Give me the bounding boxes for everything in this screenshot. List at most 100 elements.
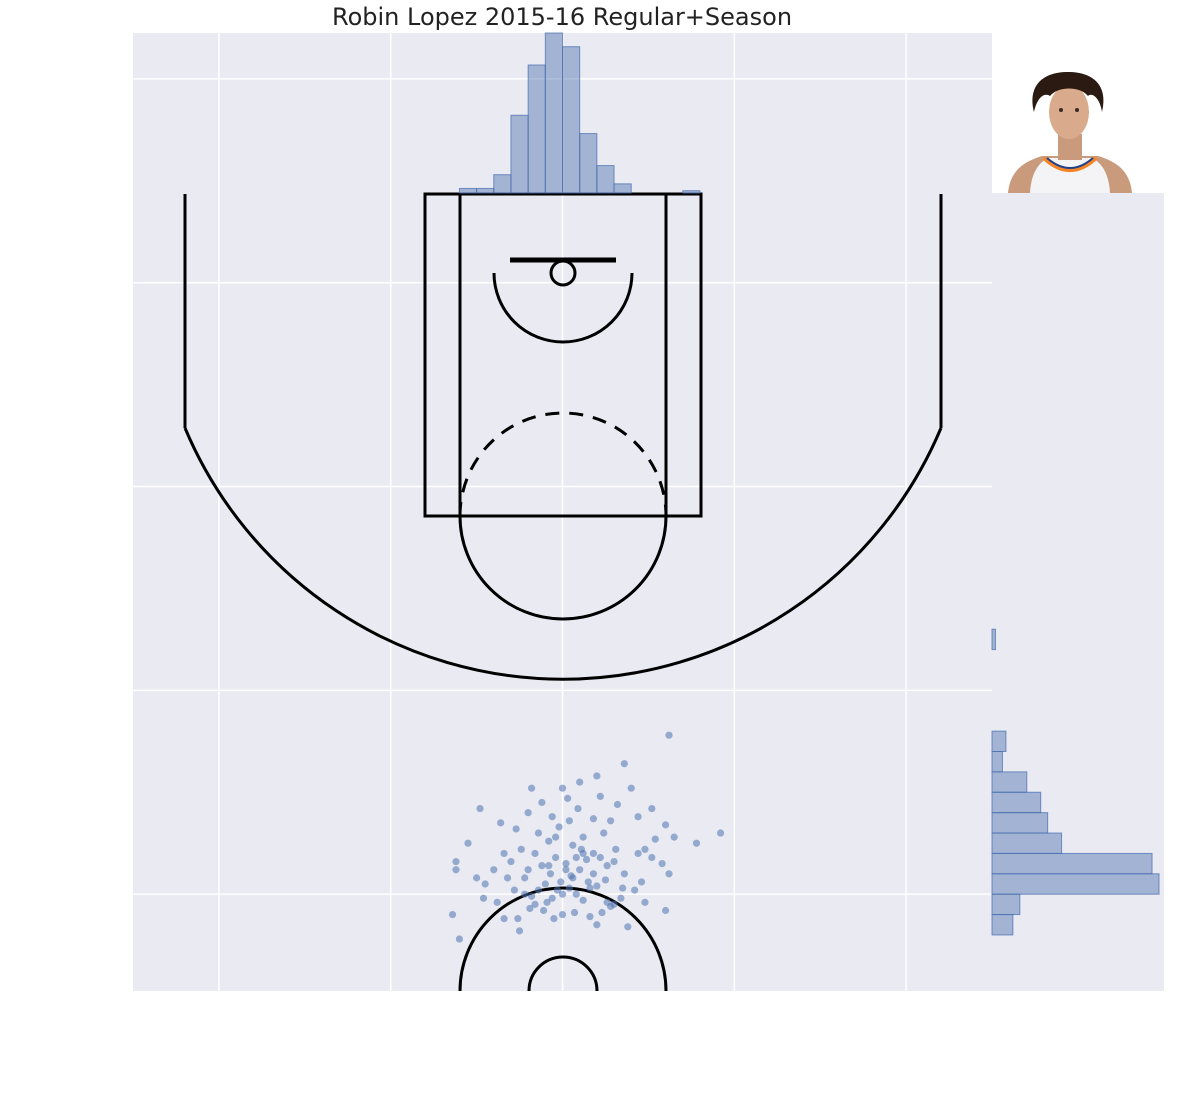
shot-point-86 bbox=[531, 900, 539, 908]
x-marginal-histogram bbox=[458, 32, 701, 194]
shot-point-42 bbox=[598, 908, 606, 917]
shot-point-91 bbox=[692, 839, 701, 847]
x-histogram-bar-4 bbox=[613, 183, 632, 194]
jersey-trim bbox=[1042, 156, 1098, 172]
inner-paint-box bbox=[458, 192, 668, 518]
shot-point-70 bbox=[527, 784, 536, 792]
shot-point-14 bbox=[576, 866, 584, 874]
shot-point-75 bbox=[596, 792, 604, 800]
shot-point-89 bbox=[607, 817, 615, 825]
shot-point-84 bbox=[543, 898, 551, 906]
y-marginal-histogram bbox=[991, 628, 1160, 936]
y-histogram-panel bbox=[991, 193, 1164, 991]
shot-point-107 bbox=[641, 845, 649, 853]
shot-point-39 bbox=[540, 906, 548, 915]
shot-point-7 bbox=[534, 886, 543, 894]
shot-points bbox=[448, 731, 725, 943]
shot-point-77 bbox=[661, 906, 670, 915]
shot-point-0 bbox=[558, 890, 567, 898]
shot-point-25 bbox=[531, 849, 539, 858]
x-histogram-bar-6 bbox=[579, 133, 598, 194]
shot-point-80 bbox=[624, 923, 632, 931]
y-histogram-bar-0 bbox=[991, 914, 1014, 936]
shot-point-63 bbox=[464, 839, 472, 847]
shot-point-92 bbox=[716, 829, 725, 837]
shot-point-93 bbox=[455, 935, 464, 943]
shot-point-67 bbox=[564, 794, 572, 802]
shot-point-110 bbox=[665, 731, 673, 739]
shot-point-36 bbox=[558, 910, 567, 919]
center-circle-inner bbox=[527, 955, 599, 992]
shot-point-21 bbox=[493, 898, 501, 906]
x-histogram-bar-10 bbox=[510, 114, 529, 194]
shot-point-3 bbox=[548, 894, 556, 902]
shot-point-54 bbox=[612, 845, 620, 853]
shot-point-46 bbox=[565, 817, 573, 825]
shot-point-103 bbox=[603, 898, 611, 906]
y-histogram-bar-7 bbox=[991, 771, 1028, 793]
shot-point-22 bbox=[562, 860, 570, 868]
shot-point-33 bbox=[545, 837, 553, 845]
shot-point-15 bbox=[538, 862, 546, 870]
shot-point-94 bbox=[452, 857, 460, 866]
y-histogram-bar-6 bbox=[991, 791, 1042, 814]
shot-point-96 bbox=[634, 849, 642, 858]
shot-point-76 bbox=[627, 784, 635, 792]
shot-point-8 bbox=[584, 878, 592, 886]
shot-point-48 bbox=[574, 804, 582, 813]
shot-point-45 bbox=[555, 823, 563, 831]
shot-point-38 bbox=[570, 908, 579, 917]
shot-point-27 bbox=[524, 866, 532, 874]
shot-point-40 bbox=[586, 913, 594, 921]
shot-point-60 bbox=[641, 898, 649, 906]
y-histogram-bar-1 bbox=[991, 893, 1021, 916]
player-headshot bbox=[1008, 72, 1132, 193]
shot-point-106 bbox=[479, 894, 488, 902]
shot-point-49 bbox=[538, 798, 546, 807]
shot-point-41 bbox=[526, 904, 534, 913]
shot-point-109 bbox=[620, 760, 628, 768]
three-point-arc bbox=[183, 427, 943, 681]
shot-point-56 bbox=[620, 870, 628, 878]
shot-point-83 bbox=[572, 853, 580, 862]
shot-point-43 bbox=[514, 915, 522, 923]
shot-point-47 bbox=[548, 813, 556, 821]
shot-point-66 bbox=[670, 833, 678, 841]
shot-point-23 bbox=[552, 853, 560, 862]
y-histogram-bar-8 bbox=[991, 751, 1003, 773]
shot-point-57 bbox=[490, 866, 498, 874]
x-histogram-bar-13 bbox=[458, 187, 478, 194]
shot-point-19 bbox=[503, 874, 512, 882]
shot-point-73 bbox=[634, 813, 642, 821]
shot-point-4 bbox=[572, 890, 580, 898]
y-histogram-bar-3 bbox=[991, 852, 1153, 875]
y-histogram-bar-14 bbox=[991, 628, 996, 651]
shot-point-97 bbox=[589, 849, 598, 858]
x-histogram-bar-9 bbox=[527, 64, 546, 194]
x-histogram-bar-5 bbox=[596, 165, 615, 194]
shot-point-113 bbox=[579, 849, 587, 858]
shot-point-13 bbox=[546, 870, 555, 878]
shot-point-51 bbox=[524, 809, 532, 817]
hoop-rim bbox=[549, 259, 577, 287]
player-eye-right bbox=[1075, 108, 1079, 112]
shot-point-59 bbox=[481, 880, 489, 888]
center-circle-outer bbox=[458, 886, 668, 992]
shot-point-17 bbox=[510, 886, 518, 894]
chart-title: Robin Lopez 2015-16 Regular+Season bbox=[332, 3, 792, 31]
shot-point-2 bbox=[565, 884, 573, 892]
shot-point-99 bbox=[617, 894, 625, 902]
player-eye-left bbox=[1059, 108, 1063, 112]
shot-point-61 bbox=[473, 874, 481, 882]
shot-point-95 bbox=[651, 835, 659, 843]
shot-point-9 bbox=[527, 892, 536, 900]
y-histogram-bar-9 bbox=[991, 730, 1007, 752]
x-histogram-bar-12 bbox=[476, 187, 495, 194]
shot-point-108 bbox=[661, 821, 670, 829]
shot-point-102 bbox=[521, 874, 529, 882]
shot-point-16 bbox=[601, 876, 610, 884]
x-histogram-bar-11 bbox=[493, 174, 512, 194]
shot-point-74 bbox=[476, 804, 484, 813]
shot-point-30 bbox=[603, 862, 611, 870]
shot-point-72 bbox=[497, 819, 505, 827]
